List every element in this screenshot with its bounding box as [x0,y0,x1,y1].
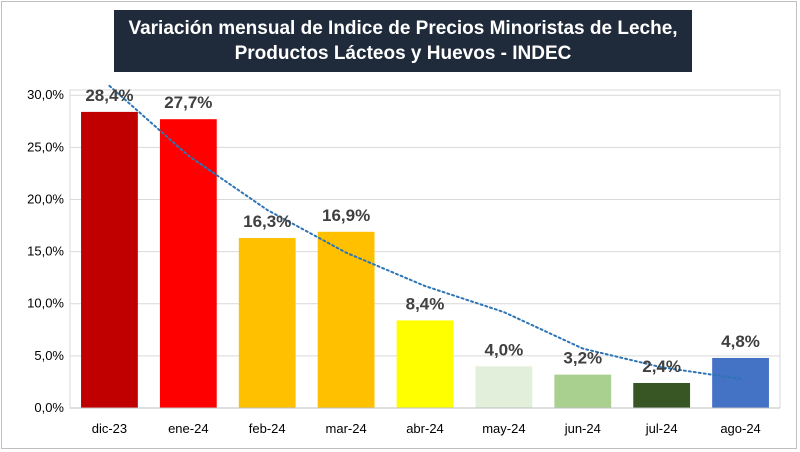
data-label-may-24: 4,0% [485,340,524,359]
x-tick-label: jul-24 [645,421,678,436]
trendline [108,84,742,380]
x-tick-label: ene-24 [168,421,208,436]
bar-may-24 [475,366,533,408]
y-tick-label: 25,0% [27,139,64,154]
bar-dic-23 [81,111,138,408]
y-tick-label: 0,0% [34,400,64,415]
x-tick-label: dic-23 [92,421,127,436]
y-tick-label: 20,0% [27,191,64,206]
chart-title: Variación mensual de Indice de Precios M… [114,10,692,72]
data-label-jun-24: 3,2% [563,349,602,368]
data-label-feb-24: 16,3% [243,212,291,231]
bar-jul-24 [633,382,691,408]
chart-title-line-2: Productos Lácteos y Huevos - INDEC [234,43,572,64]
data-label-ene-24: 27,7% [164,93,212,112]
bar-mar-24 [317,231,375,408]
trendline-path [108,84,742,380]
bar-ago-24 [712,357,769,408]
data-label-mar-24: 16,9% [322,206,370,225]
x-tick-label: jun-24 [564,421,601,436]
y-tick-label: 10,0% [27,296,64,311]
y-tick-label: 5,0% [34,348,64,363]
data-label-abr-24: 8,4% [406,294,445,313]
x-tick-label: ago-24 [720,421,760,436]
x-tick-label: abr-24 [406,421,444,436]
y-tick-label: 15,0% [27,244,64,259]
bar-ene-24 [159,119,217,408]
axes: 0,0% 5,0% 10,0% 15,0% 20,0% 25,0% 30,0% dic-23 e… [27,87,780,436]
data-label-jul-24: 2,4% [642,357,681,376]
data-label-dic-23: 28,4% [85,86,133,105]
x-tick-label: may-24 [482,421,525,436]
bar-abr-24 [396,320,454,408]
data-label-ago-24: 4,8% [721,332,760,351]
bar-jun-24 [554,374,612,408]
x-tick-label: feb-24 [249,421,286,436]
bars [81,111,769,408]
chart-title-line-1: Variación mensual de Indice de Precios M… [128,18,678,39]
bar-feb-24 [238,238,296,408]
data-labels: 28,4% 27,7% 16,3% 16,9% 8,4% 4,0% 3,2% 2,4% 4,8% [85,86,760,376]
y-tick-label: 30,0% [27,87,64,102]
x-tick-label: mar-24 [326,421,367,436]
